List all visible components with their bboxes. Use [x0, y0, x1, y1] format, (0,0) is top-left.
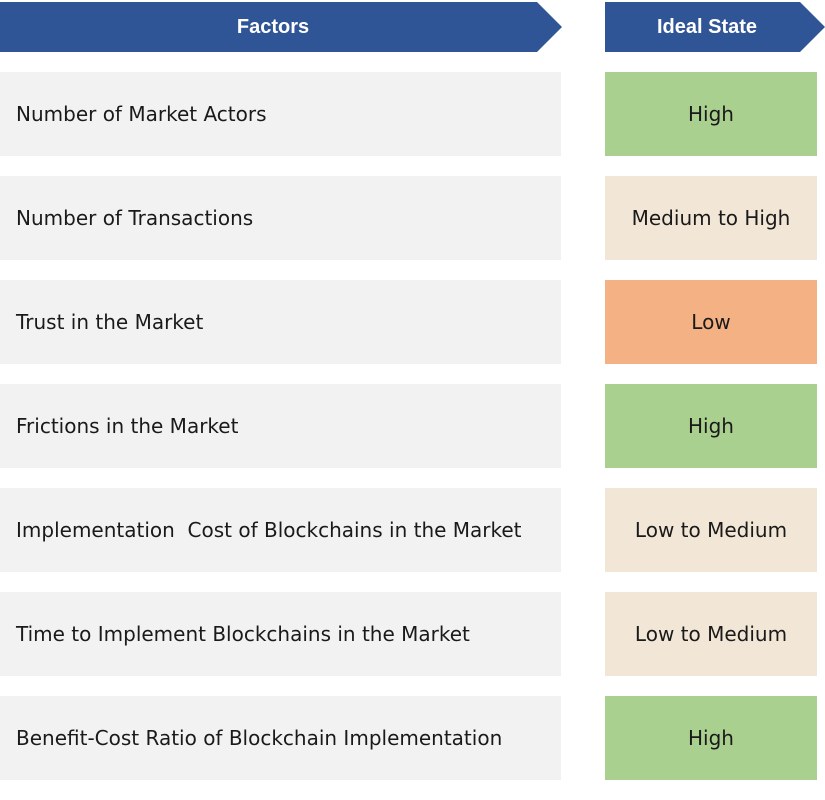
factor-cell: Number of Transactions: [0, 176, 561, 260]
factor-cell: Trust in the Market: [0, 280, 561, 364]
factor-label: Benefit-Cost Ratio of Blockchain Impleme…: [16, 726, 503, 750]
ideal-state-label: Low to Medium: [634, 518, 788, 542]
factor-label: Trust in the Market: [16, 310, 204, 334]
ideal-state-label: Medium to High: [631, 206, 791, 230]
factor-cell: Time to Implement Blockchains in the Mar…: [0, 592, 561, 676]
ideal-state-cell: High: [605, 696, 817, 780]
table-row: Number of Transactions Medium to High: [0, 176, 825, 260]
ideal-state-label: High: [688, 726, 734, 750]
factors-header-label: Factors: [236, 15, 310, 38]
factor-label: Implementation Cost of Blockchains in th…: [16, 518, 522, 542]
ideal-state-label: High: [688, 102, 734, 126]
ideal-state-cell: Low to Medium: [605, 488, 817, 572]
factor-cell: Frictions in the Market: [0, 384, 561, 468]
ideal-state-cell: High: [605, 72, 817, 156]
factor-table: Number of Market Actors High Number of T…: [0, 72, 825, 800]
factors-header: Factors: [0, 2, 562, 52]
factor-cell: Benefit-Cost Ratio of Blockchain Impleme…: [0, 696, 561, 780]
ideal-state-cell: Low: [605, 280, 817, 364]
factor-cell: Number of Market Actors: [0, 72, 561, 156]
table-row: Benefit-Cost Ratio of Blockchain Impleme…: [0, 696, 825, 780]
ideal-state-cell: Medium to High: [605, 176, 817, 260]
ideal-state-cell: High: [605, 384, 817, 468]
table-row: Implementation Cost of Blockchains in th…: [0, 488, 825, 572]
table-row: Time to Implement Blockchains in the Mar…: [0, 592, 825, 676]
ideal-state-header: Ideal State: [605, 2, 825, 52]
factor-label: Number of Market Actors: [16, 102, 267, 126]
table-row: Number of Market Actors High: [0, 72, 825, 156]
ideal-state-label: Low: [691, 310, 731, 334]
factor-label: Time to Implement Blockchains in the Mar…: [16, 622, 470, 646]
ideal-state-cell: Low to Medium: [605, 592, 817, 676]
ideal-state-label: Low to Medium: [634, 622, 788, 646]
table-row: Trust in the Market Low: [0, 280, 825, 364]
factor-label: Frictions in the Market: [16, 414, 239, 438]
ideal-state-header-label: Ideal State: [656, 15, 758, 38]
ideal-state-label: High: [688, 414, 734, 438]
table-row: Frictions in the Market High: [0, 384, 825, 468]
factor-cell: Implementation Cost of Blockchains in th…: [0, 488, 561, 572]
factor-label: Number of Transactions: [16, 206, 254, 230]
